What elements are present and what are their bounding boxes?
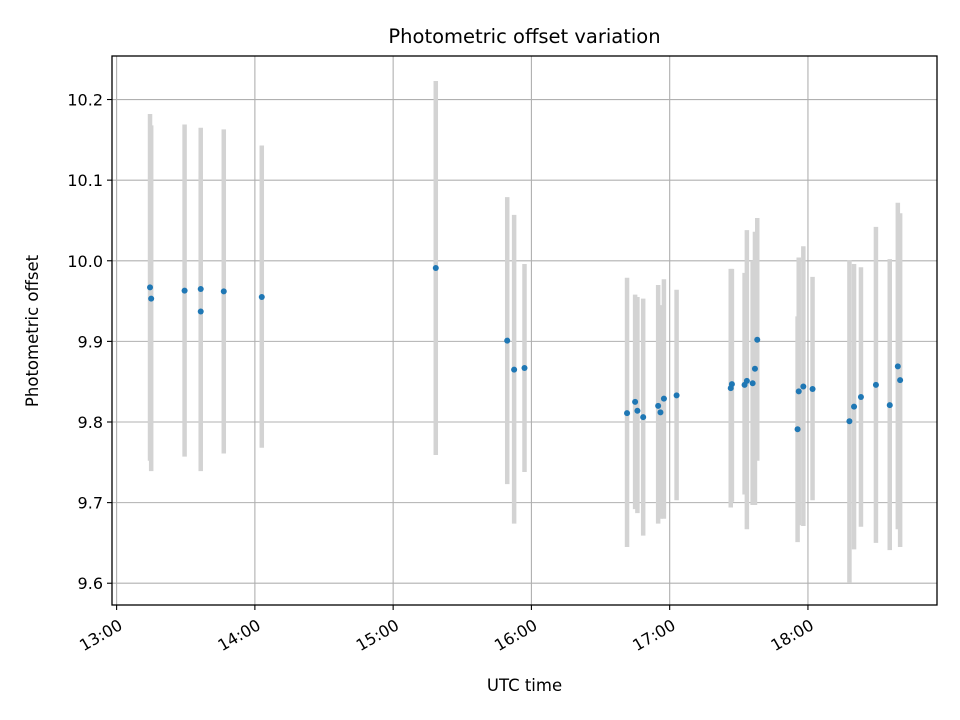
data-point <box>728 381 735 388</box>
y-tick-label: 9.8 <box>78 413 103 432</box>
y-tick-label: 10.0 <box>67 252 103 271</box>
data-point <box>795 388 802 395</box>
data-points <box>147 265 904 433</box>
data-point <box>504 337 511 344</box>
data-point <box>749 380 756 387</box>
y-tick-label: 10.1 <box>67 171 103 190</box>
data-point <box>181 287 188 294</box>
y-tick-label: 10.2 <box>67 91 103 110</box>
y-tick-label: 9.7 <box>78 494 103 513</box>
data-point <box>432 265 439 272</box>
data-point <box>886 402 893 409</box>
data-point <box>657 409 664 416</box>
plot-frame <box>111 55 938 606</box>
data-point <box>624 410 631 417</box>
data-point <box>751 365 758 372</box>
x-axis-label: UTC time <box>487 676 562 695</box>
y-tick-label: 9.6 <box>78 574 103 593</box>
y-tick-label: 9.9 <box>78 332 103 351</box>
data-point <box>521 364 528 371</box>
data-point <box>147 284 154 291</box>
data-point <box>197 308 204 315</box>
chart-title: Photometric offset variation <box>388 25 660 48</box>
data-point <box>673 392 680 399</box>
data-point <box>511 366 518 373</box>
data-point <box>660 395 667 402</box>
data-point <box>258 294 265 301</box>
data-point <box>809 385 816 392</box>
data-point <box>640 414 647 421</box>
data-point <box>857 394 864 401</box>
data-point <box>897 377 904 384</box>
data-point <box>220 288 227 295</box>
data-point <box>794 426 801 433</box>
data-point <box>872 381 879 388</box>
data-point <box>197 285 204 292</box>
y-axis-ticks: 9.6 9.7 9.8 9.9 10.0 10.1 10.2 <box>67 91 112 593</box>
data-point <box>148 295 155 302</box>
data-point <box>655 402 662 409</box>
data-point <box>743 377 750 384</box>
data-point <box>846 418 853 425</box>
data-point <box>800 383 807 390</box>
y-axis-label: Photometric offset <box>23 254 42 407</box>
data-point <box>894 363 901 370</box>
data-point <box>632 398 639 405</box>
data-point <box>634 407 641 414</box>
data-point <box>851 403 858 410</box>
data-point <box>754 336 761 343</box>
